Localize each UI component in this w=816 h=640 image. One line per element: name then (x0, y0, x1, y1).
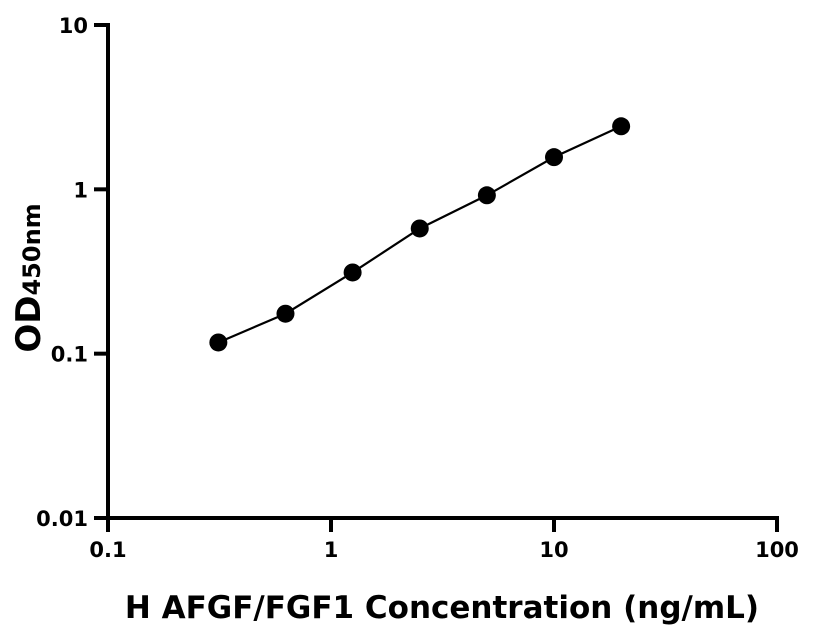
y-axis-label-main: OD (9, 296, 49, 353)
data-points (209, 117, 631, 352)
y-tick-label: 10 (59, 14, 88, 38)
x-tick-label: 1 (324, 538, 339, 562)
y-tick-label: 1 (73, 178, 88, 202)
x-tick-label: 10 (539, 538, 568, 562)
y-axis-label-subscript: 450nm (18, 203, 46, 295)
x-tick-label: 100 (755, 538, 799, 562)
x-axis-label: H AFGF/FGF1 Concentration (ng/mL) (125, 590, 759, 626)
x-ticks: 0.1 1 10 100 (89, 518, 799, 562)
data-point (612, 117, 631, 136)
y-tick-label: 0.1 (51, 343, 88, 367)
y-axis-label: OD450nm (9, 203, 49, 352)
y-ticks: 0.01 0.1 1 10 (36, 14, 108, 531)
data-point (545, 148, 563, 167)
data-point (209, 333, 228, 352)
data-point (410, 219, 429, 238)
data-point (276, 304, 295, 323)
data-point (343, 263, 362, 282)
x-tick-label: 0.1 (89, 538, 126, 562)
plot-area (209, 117, 631, 352)
y-tick-label: 0.01 (36, 507, 88, 531)
data-point (477, 186, 496, 205)
